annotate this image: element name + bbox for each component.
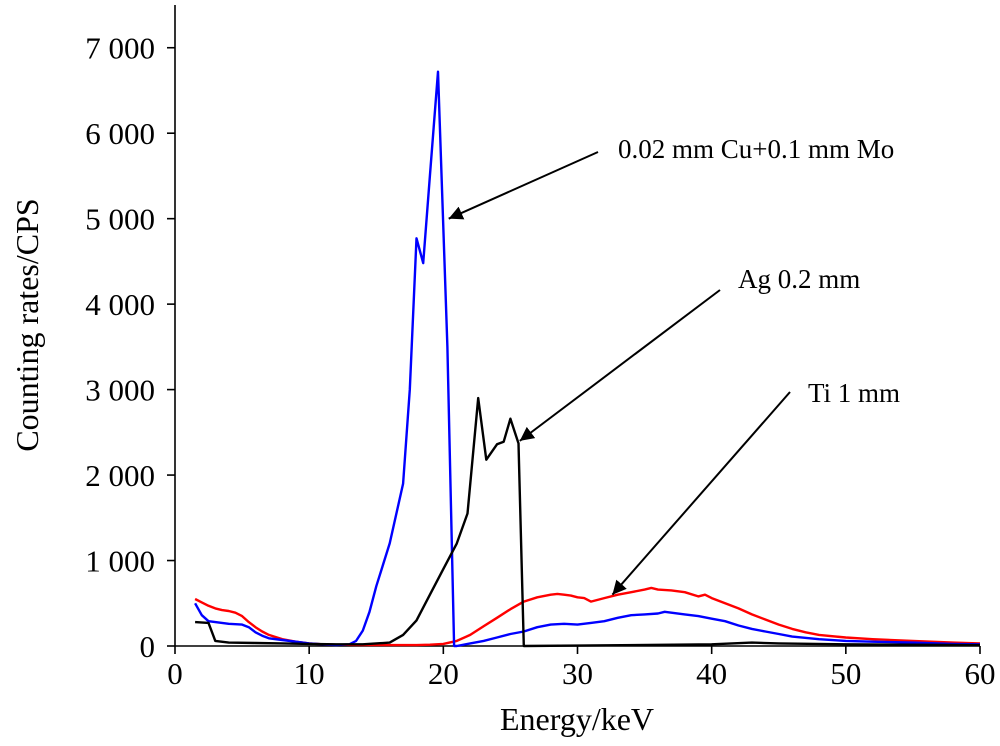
x-tick-label: 50 xyxy=(830,656,861,691)
y-tick-label: 7 000 xyxy=(85,31,155,66)
annotation-ag: Ag 0.2 mm xyxy=(519,264,860,442)
y-tick-label: 1 000 xyxy=(85,544,155,579)
y-tick-label: 0 xyxy=(140,629,156,664)
y-tick-label: 4 000 xyxy=(85,287,155,322)
y-tick-label: 3 000 xyxy=(85,373,155,408)
annotation-arrow xyxy=(519,289,721,442)
x-tick-label: 60 xyxy=(965,656,996,691)
annotation-label: Ag 0.2 mm xyxy=(738,264,860,294)
series-red-line xyxy=(194,586,981,647)
y-tick-label: 5 000 xyxy=(85,202,155,237)
series-black-line xyxy=(195,396,981,648)
y-tick-label: 2 000 xyxy=(85,458,155,493)
annotation-ti: Ti 1 mm xyxy=(611,378,900,596)
series-group xyxy=(194,70,981,648)
annotation-arrow xyxy=(611,391,791,596)
series-blue-line xyxy=(194,70,981,648)
x-tick-label: 0 xyxy=(167,656,183,691)
x-tick-label: 40 xyxy=(696,656,727,691)
annotation-cu-mo: 0.02 mm Cu+0.1 mm Mo xyxy=(448,134,894,220)
annotation-label: Ti 1 mm xyxy=(808,378,900,408)
x-ticks: 0 10 20 30 40 50 60 xyxy=(167,646,996,691)
y-tick-label: 6 000 xyxy=(85,116,155,151)
x-tick-label: 20 xyxy=(428,656,459,691)
annotation-arrow xyxy=(448,151,599,220)
axes xyxy=(174,5,980,647)
x-axis-title: Energy/keV xyxy=(500,701,654,737)
annotation-label: 0.02 mm Cu+0.1 mm Mo xyxy=(618,134,894,164)
y-ticks: 0 1 000 2 000 3 000 4 000 5 000 6 000 7 000 xyxy=(85,31,175,664)
x-tick-label: 10 xyxy=(294,656,325,691)
y-axis-title: Counting rates/CPS xyxy=(9,198,45,451)
x-tick-label: 30 xyxy=(562,656,593,691)
annotations: 0.02 mm Cu+0.1 mm Mo Ag 0.2 mm Ti 1 mm xyxy=(448,134,900,596)
